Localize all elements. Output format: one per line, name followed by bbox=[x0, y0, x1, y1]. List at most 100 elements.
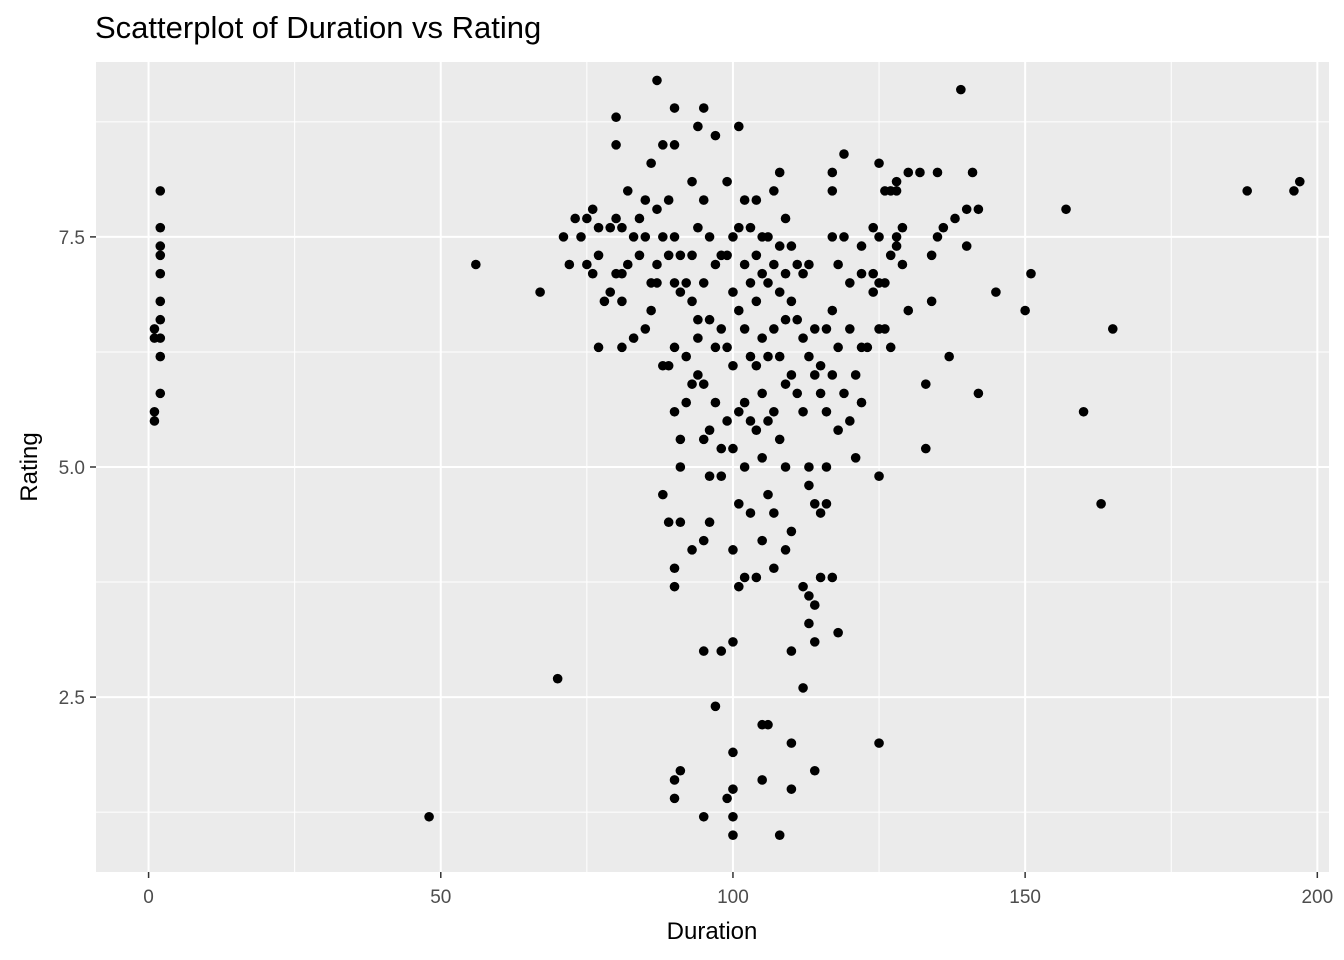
data-point bbox=[652, 259, 662, 270]
data-point bbox=[751, 296, 762, 307]
data-point bbox=[155, 222, 166, 233]
data-point bbox=[833, 259, 843, 270]
data-point bbox=[786, 738, 797, 748]
data-point bbox=[611, 140, 621, 150]
data-point bbox=[780, 545, 791, 555]
data-point bbox=[681, 351, 692, 362]
data-point bbox=[605, 287, 616, 297]
data-point bbox=[1242, 186, 1252, 196]
data-point bbox=[155, 268, 166, 279]
data-point bbox=[652, 75, 662, 86]
data-point bbox=[809, 765, 820, 776]
data-point bbox=[698, 278, 709, 288]
data-point bbox=[576, 232, 586, 242]
data-point bbox=[932, 232, 943, 242]
data-point bbox=[920, 379, 931, 389]
data-point bbox=[587, 268, 598, 279]
data-point bbox=[950, 213, 960, 224]
data-point bbox=[733, 222, 744, 233]
data-point bbox=[809, 600, 820, 610]
data-point bbox=[833, 627, 843, 638]
data-point bbox=[845, 416, 855, 426]
x-tick-label: 100 bbox=[717, 887, 749, 908]
data-point bbox=[1289, 186, 1299, 196]
data-point bbox=[149, 406, 160, 417]
data-point bbox=[780, 379, 791, 389]
data-point bbox=[751, 425, 762, 435]
data-point bbox=[757, 452, 767, 463]
data-point bbox=[769, 259, 779, 270]
data-point bbox=[850, 370, 861, 380]
data-point bbox=[155, 250, 166, 261]
x-axis-ticks: 0 50 100 150 200 bbox=[143, 872, 1333, 908]
data-point bbox=[809, 324, 820, 334]
data-point bbox=[786, 370, 797, 380]
data-point bbox=[804, 259, 814, 270]
data-point bbox=[698, 646, 709, 656]
data-point bbox=[1061, 204, 1071, 215]
data-point bbox=[617, 222, 627, 233]
data-point bbox=[880, 324, 890, 334]
data-point bbox=[827, 167, 838, 178]
data-point bbox=[669, 581, 680, 592]
data-point bbox=[763, 489, 773, 500]
data-point bbox=[868, 222, 878, 233]
data-point bbox=[821, 406, 832, 417]
data-point bbox=[774, 167, 785, 178]
data-point bbox=[739, 572, 750, 583]
data-point bbox=[774, 830, 785, 840]
data-point bbox=[891, 241, 902, 251]
data-point bbox=[698, 434, 709, 445]
data-point bbox=[693, 222, 703, 233]
data-point bbox=[973, 204, 984, 215]
data-point bbox=[733, 305, 744, 316]
data-point bbox=[827, 305, 838, 316]
data-point bbox=[786, 646, 797, 656]
data-point bbox=[1096, 499, 1106, 509]
data-point bbox=[155, 186, 166, 196]
data-point bbox=[757, 535, 767, 546]
data-point bbox=[804, 480, 814, 491]
data-point bbox=[675, 287, 686, 297]
data-point bbox=[845, 324, 855, 334]
data-point bbox=[745, 278, 756, 288]
data-point bbox=[669, 278, 680, 288]
data-point bbox=[681, 397, 692, 408]
data-point bbox=[728, 232, 738, 242]
data-point bbox=[698, 195, 709, 205]
data-point bbox=[582, 259, 592, 270]
data-point bbox=[155, 314, 166, 325]
data-point bbox=[973, 388, 984, 399]
data-point bbox=[809, 499, 820, 509]
data-point bbox=[751, 360, 762, 371]
data-point bbox=[722, 793, 732, 804]
data-point bbox=[710, 259, 721, 270]
data-point bbox=[739, 195, 750, 205]
data-point bbox=[739, 259, 750, 270]
data-point bbox=[155, 241, 166, 251]
data-point bbox=[798, 268, 808, 279]
data-point bbox=[687, 296, 697, 307]
data-point bbox=[845, 278, 855, 288]
data-point bbox=[862, 342, 873, 353]
data-point bbox=[669, 563, 680, 574]
data-point bbox=[880, 278, 890, 288]
data-point bbox=[798, 683, 808, 693]
data-point bbox=[669, 775, 680, 785]
data-point bbox=[640, 232, 651, 242]
y-tick-label: 7.5 bbox=[59, 228, 85, 249]
data-point bbox=[944, 351, 954, 362]
data-point bbox=[774, 241, 785, 251]
data-point bbox=[815, 508, 826, 518]
data-point bbox=[558, 232, 569, 242]
data-point bbox=[728, 443, 738, 454]
data-point bbox=[1020, 305, 1030, 316]
data-point bbox=[710, 342, 721, 353]
data-point bbox=[698, 535, 709, 546]
data-point bbox=[617, 342, 627, 353]
data-point bbox=[628, 333, 639, 343]
data-point bbox=[938, 222, 949, 233]
data-point bbox=[751, 195, 762, 205]
data-point bbox=[769, 563, 779, 574]
data-point bbox=[967, 167, 978, 178]
